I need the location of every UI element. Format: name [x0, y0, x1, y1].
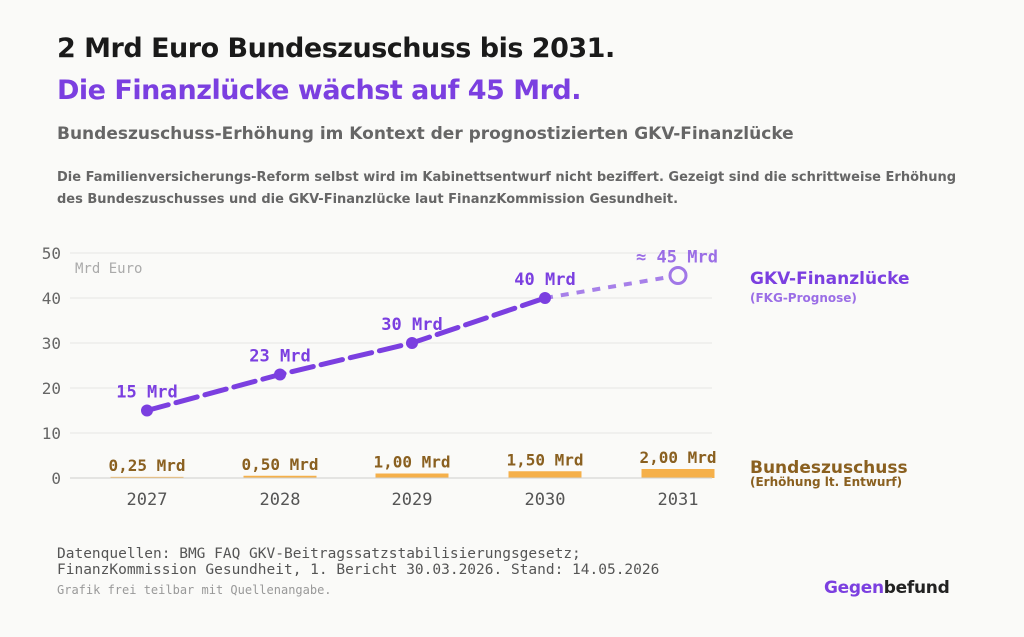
x-tick-label: 2029	[392, 490, 433, 510]
series-line-forecast	[544, 273, 679, 300]
source-note: Datenquellen: BMG FAQ GKV-Beitragssatzst…	[57, 546, 659, 578]
series-sublabel-finanzluecke: (FKG-Prognose)	[750, 291, 857, 305]
series-label-finanzluecke: GKV-Finanzlücke	[750, 269, 910, 289]
x-tick-label: 2027	[127, 490, 168, 510]
series-sublabel-bundeszuschuss: (Erhöhung lt. Entwurf)	[750, 475, 902, 489]
chart-title: 2 Mrd Euro Bundeszuschuss bis 2031.	[57, 33, 615, 64]
line-data-label: 15 Mrd	[116, 383, 177, 403]
data-point	[274, 368, 286, 381]
brand-part-1: Gegen	[824, 578, 884, 598]
chart-description: Die Familienversicherungs-Reform selbst …	[57, 170, 957, 207]
line-data-label: 30 Mrd	[381, 315, 442, 335]
data-point	[141, 404, 153, 417]
data-point-estimate	[668, 266, 688, 285]
line-data-label: 40 Mrd	[514, 270, 575, 290]
y-tick-label: 30	[42, 334, 61, 353]
source-line-1: Datenquellen: BMG FAQ GKV-Beitragssatzst…	[57, 546, 581, 562]
bar-bundeszuschuss	[243, 475, 317, 478]
source-line-2: FinanzKommission Gesundheit, 1. Bericht …	[57, 562, 660, 578]
line-data-label: 23 Mrd	[249, 347, 310, 367]
bar-bundeszuschuss	[508, 471, 582, 478]
y-unit-label: Mrd Euro	[75, 261, 142, 277]
x-tick-label: 2028	[260, 490, 301, 510]
line-data-label: ≈ 45 Mrd	[636, 248, 718, 268]
y-tick-label: 20	[42, 379, 61, 398]
chart-title-highlight: Die Finanzlücke wächst auf 45 Mrd.	[57, 75, 581, 106]
bar-bundeszuschuss	[375, 473, 449, 478]
brand-part-2: befund	[883, 578, 950, 598]
y-tick-label: 40	[42, 289, 61, 308]
x-tick-label: 2030	[525, 490, 566, 510]
series-label-bundeszuschuss: Bundeszuschuss	[750, 458, 908, 478]
license-note: Grafik frei teilbar mit Quellenangabe.	[57, 583, 332, 597]
bar-data-label: 1,50 Mrd	[506, 450, 583, 469]
series-line-finanzluecke	[144, 295, 548, 413]
y-tick-label: 10	[42, 424, 61, 443]
data-point	[406, 337, 418, 349]
bar-data-label: 2,00 Mrd	[639, 448, 716, 467]
bar-bundeszuschuss	[110, 476, 184, 478]
bar-bundeszuschuss	[641, 469, 715, 478]
bar-data-label: 0,25 Mrd	[108, 456, 185, 475]
brand-logo: Gegenbefund	[824, 578, 950, 598]
bar-data-label: 1,00 Mrd	[373, 453, 450, 472]
y-tick-label: 50	[42, 244, 61, 263]
bar-data-label: 0,50 Mrd	[241, 455, 318, 474]
chart-subtitle: Bundeszuschuss-Erhöhung im Kontext der p…	[57, 124, 794, 144]
data-point	[539, 292, 551, 304]
x-tick-label: 2031	[658, 490, 699, 510]
y-tick-label: 0	[51, 469, 61, 488]
